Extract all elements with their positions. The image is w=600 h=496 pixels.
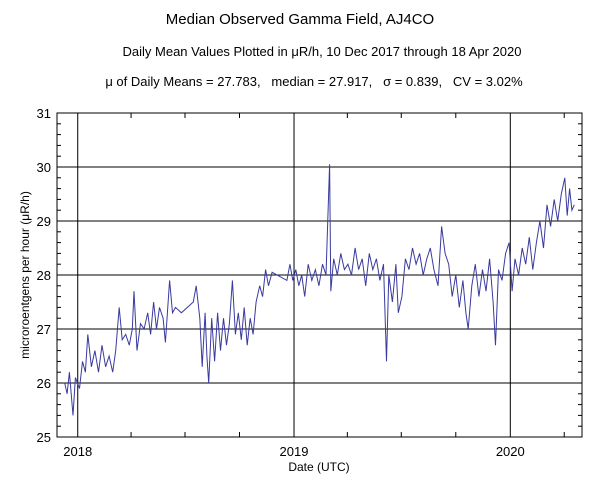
chart-title: Median Observed Gamma Field, AJ4CO: [166, 11, 434, 28]
series-line: [64, 164, 575, 416]
chart-subtitle: Daily Mean Values Plotted in μR/h, 10 De…: [123, 44, 522, 59]
plot-frame: [56, 112, 583, 438]
y-tick-label: 26: [37, 376, 51, 391]
y-tick-label: 31: [37, 106, 51, 121]
y-axis-label: microroentgens per hour (μR/h): [18, 191, 32, 359]
x-axis-label: Date (UTC): [288, 460, 349, 474]
axis-ticks: [57, 113, 582, 437]
y-tick-label: 27: [37, 322, 51, 337]
y-tick-label: 28: [37, 268, 51, 283]
y-tick-label: 30: [37, 160, 51, 175]
grid: [57, 113, 582, 437]
x-tick-labels: 2018 2019 2020: [63, 444, 524, 459]
x-tick-label: 2018: [63, 444, 92, 459]
y-tick-labels: 25 26 27 28 29 30 31: [37, 106, 51, 445]
x-tick-label: 2020: [496, 444, 525, 459]
y-tick-label: 29: [37, 214, 51, 229]
x-tick-label: 2019: [280, 444, 309, 459]
chart-stats: μ of Daily Means = 27.783, median = 27.9…: [105, 74, 523, 89]
y-tick-label: 25: [37, 430, 51, 445]
